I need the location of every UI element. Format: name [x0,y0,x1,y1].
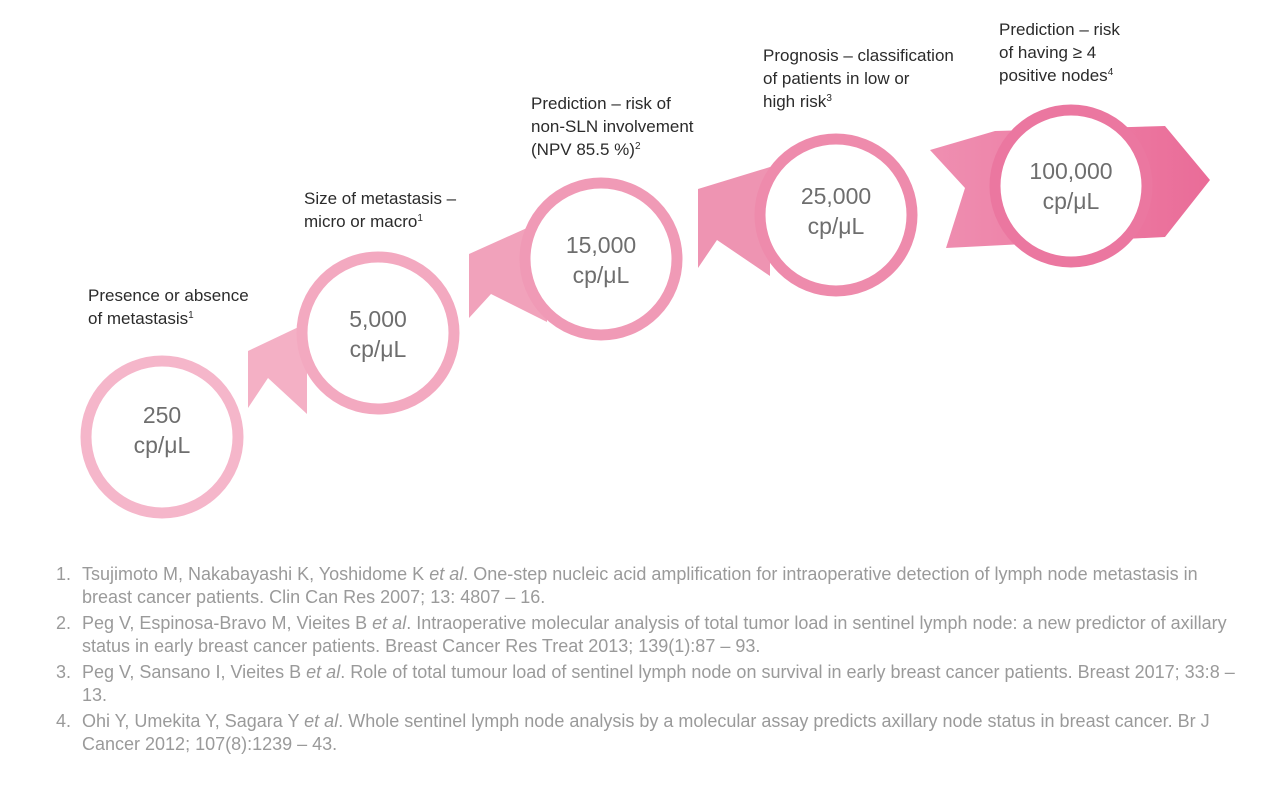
reference-etal: et al [304,711,339,731]
step-label-line: (NPV 85.5 %) [531,140,635,159]
reference-authors: Tsujimoto M, Nakabayashi K, Yoshidome K [82,564,425,584]
reference-number: 4. [56,711,72,731]
step-circle-2 [296,251,460,415]
chevron-connector-1 [248,323,307,414]
step-label-line: Presence or absence [88,286,249,305]
step-value-number: 250 [142,402,182,428]
reference-authors: Peg V, Sansano I, Vieites B [82,662,302,682]
step-label-line: non-SLN involvement [531,117,694,136]
progression-arrow-graphic [80,104,1210,519]
step-value-unit: cp/μL [133,432,191,458]
step-label-line: Prognosis – classification [763,46,954,65]
step-label-line: Prediction – risk of [531,94,671,113]
step-label-4: Prognosis – classification of patients i… [763,44,954,113]
step-value-2: 5,000 cp/μL [318,304,438,364]
step-value-5: 100,000 cp/μL [1006,156,1136,216]
reference-authors: Ohi Y, Umekita Y, Sagara Y [82,711,300,731]
step-value-4: 25,000 cp/μL [776,181,896,241]
reference-item: 3. Peg V, Sansano I, Vieites B et al. Ro… [56,661,1236,707]
reference-number: 3. [56,662,72,682]
reference-number: 1. [56,564,72,584]
footnote-marker: 4 [1107,67,1114,78]
step-value-1: 250 cp/μL [102,400,222,460]
step-circle-4 [754,133,918,297]
step-circle-5 [989,104,1153,268]
step-value-unit: cp/μL [349,336,407,362]
step-value-number: 5,000 [349,306,407,332]
step-value-number: 15,000 [565,232,637,258]
reference-item: 2. Peg V, Espinosa-Bravo M, Vieites B et… [56,612,1236,658]
footnote-marker: 1 [417,213,423,224]
step-circle-3 [519,177,683,341]
step-label-3: Prediction – risk of non-SLN involvement… [531,92,694,161]
step-label-line: high risk [763,92,827,111]
reference-item: 1. Tsujimoto M, Nakabayashi K, Yoshidome… [56,563,1236,609]
footnote-marker: 1 [188,310,194,321]
step-label-2: Size of metastasis – micro or macro1 [304,187,456,233]
reference-text: . Whole sentinel lymph node analysis by … [82,711,1210,754]
footnote-marker: 3 [826,93,832,104]
step-label-line: of metastasis [88,309,189,328]
reference-number: 2. [56,613,72,633]
step-value-3: 15,000 cp/μL [541,230,661,290]
step-value-unit: cp/μL [572,262,630,288]
step-label-line: of patients in low or [763,69,910,88]
step-label-1: Presence or absence of metastasis1 [88,284,249,330]
reference-etal: et al [429,564,464,584]
reference-item: 4. Ohi Y, Umekita Y, Sagara Y et al. Who… [56,710,1236,756]
references-list: 1. Tsujimoto M, Nakabayashi K, Yoshidome… [56,563,1236,759]
step-label-line: Prediction – risk [999,20,1120,39]
step-label-line: micro or macro [304,212,418,231]
step-circle-1 [80,355,244,519]
step-label-line: of having ≥ 4 [999,43,1097,62]
step-value-number: 25,000 [800,183,872,209]
chevron-connector-3 [698,167,770,276]
footnote-marker: 2 [634,141,641,152]
step-value-unit: cp/μL [807,213,865,239]
reference-text: . One-step nucleic acid amplification fo… [82,564,1198,607]
step-label-5: Prediction – risk of having ≥ 4 positive… [999,18,1120,87]
reference-text: . Role of total tumour load of sentinel … [82,662,1235,705]
tumor-load-diagram: 250 cp/μL 5,000 cp/μL 15,000 cp/μL 25,00… [80,18,1210,519]
step-value-number: 100,000 [1029,158,1113,184]
step-label-line: Size of metastasis – [304,189,457,208]
step-label-line: positive nodes [999,66,1108,85]
reference-etal: et al [306,662,341,682]
step-value-unit: cp/μL [1042,188,1100,214]
reference-etal: et al [372,613,407,633]
reference-authors: Peg V, Espinosa-Bravo M, Vieites B [82,613,368,633]
reference-text: . Intraoperative molecular analysis of t… [82,613,1227,656]
